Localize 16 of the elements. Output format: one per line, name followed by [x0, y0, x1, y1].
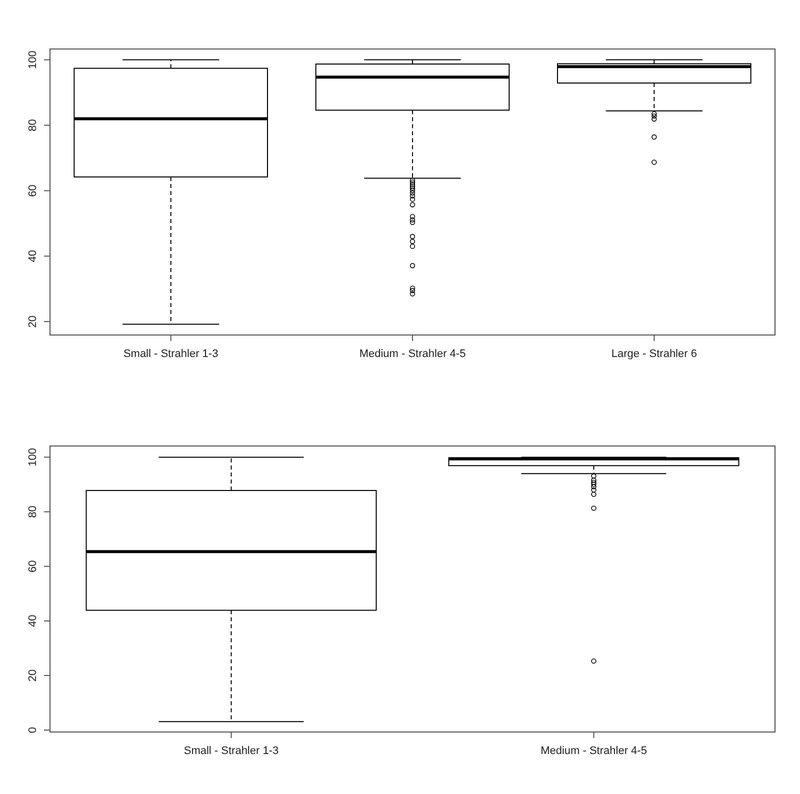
- y-tick-label: 0: [27, 727, 39, 734]
- y-tick-label: 60: [27, 184, 39, 197]
- x-tick-label: Medium - Strahler 4-5: [359, 348, 466, 360]
- y-tick-label: 40: [27, 250, 39, 262]
- x-tick-label: Medium - Strahler 4-5: [540, 745, 647, 757]
- y-tick-label: 100: [27, 50, 39, 69]
- y-tick-label: 60: [27, 560, 39, 572]
- y-tick-label: 20: [27, 315, 39, 328]
- y-tick-label: 40: [27, 614, 39, 628]
- y-tick-label: 80: [27, 119, 39, 132]
- y-tick-label: 100: [27, 448, 39, 466]
- y-tick-label: 20: [27, 669, 39, 682]
- x-tick-label: Small - Strahler 1-3: [184, 745, 279, 757]
- x-tick-label: Small - Strahler 1-3: [123, 348, 218, 360]
- x-tick-label: Large - Strahler 6: [611, 348, 697, 360]
- y-tick-label: 80: [27, 506, 39, 518]
